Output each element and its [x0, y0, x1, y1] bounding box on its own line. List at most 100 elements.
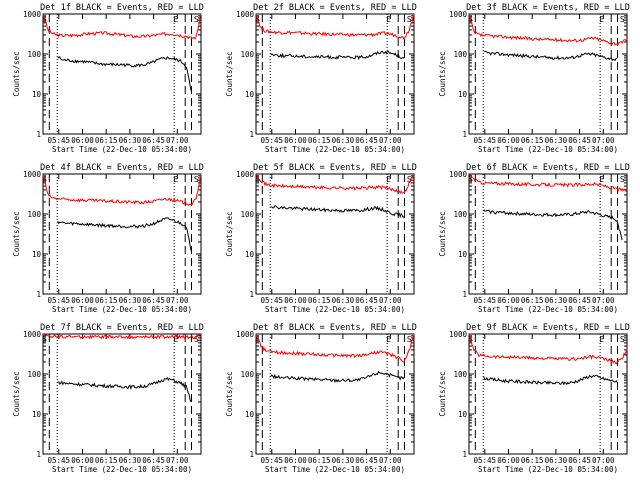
- x-tick-label: 05:45: [48, 456, 71, 465]
- segment-marker-e: E: [599, 175, 604, 184]
- x-tick-label: 06:00: [497, 296, 520, 305]
- y-axis-label: Counts/sec: [225, 211, 234, 256]
- lld-rate-trace: [42, 333, 202, 340]
- plot-frame: [42, 333, 202, 455]
- x-tick-label: 06:30: [332, 136, 355, 145]
- panel-title: Det 8f BLACK = Events, RED = LLD: [253, 323, 417, 333]
- x-tick-label: 06:30: [545, 136, 568, 145]
- x-tick-label: 06:30: [332, 456, 355, 465]
- x-tick-label: 06:45: [568, 456, 591, 465]
- x-tick-label: 06:45: [355, 296, 378, 305]
- x-tick-label: 06:30: [119, 296, 142, 305]
- panel-title: Det 9f BLACK = Events, RED = LLD: [466, 323, 630, 333]
- y-tick-label: 1: [462, 290, 467, 299]
- detector-panel-4: Det 4f BLACK = Events, RED = LLD 1 10 100 10…: [12, 163, 204, 314]
- panel-title: Det 2f BLACK = Events, RED = LLD: [253, 3, 417, 13]
- x-tick-label: 07:00: [166, 136, 189, 145]
- y-tick-label: 1: [36, 290, 41, 299]
- x-tick-label: 06:45: [142, 296, 165, 305]
- plot-frame: [468, 173, 628, 295]
- detector-panel-2: Det 2f BLACK = Events, RED = LLD 1 10 100 10…: [225, 3, 417, 154]
- x-tick-label: 06:30: [119, 136, 142, 145]
- y-tick-label: 100: [453, 50, 467, 59]
- panel-title: Det 6f BLACK = Events, RED = LLD: [466, 163, 630, 173]
- segment-marker-s: S: [407, 335, 412, 344]
- segment-marker-e: E: [599, 335, 604, 344]
- y-tick-label: 100: [27, 370, 41, 379]
- x-tick-label: 07:00: [379, 456, 402, 465]
- x-tick-label: 06:00: [284, 296, 307, 305]
- x-tick-label: 06:45: [355, 136, 378, 145]
- x-tick-label: 05:45: [261, 296, 284, 305]
- y-tick-label: 1000: [236, 170, 255, 179]
- y-tick-label: 10: [458, 410, 468, 419]
- segment-marker-e: E: [386, 175, 391, 184]
- detector-panel-7: Det 7f BLACK = Events, RED = LLD 1 10 100 10…: [12, 323, 204, 474]
- event-rate-trace: [483, 209, 623, 241]
- segment-marker-s: S: [255, 175, 260, 184]
- segment-marker-s: S: [42, 335, 47, 344]
- y-tick-label: 100: [240, 210, 254, 219]
- x-tick-label: 06:00: [284, 456, 307, 465]
- panel-title: Det 3f BLACK = Events, RED = LLD: [466, 3, 630, 13]
- y-tick-label: 10: [245, 250, 255, 259]
- segment-marker-s: S: [407, 15, 412, 24]
- x-axis-label: Start Time (22-Dec-10 05:34:00): [265, 145, 405, 154]
- x-tick-label: 07:00: [592, 136, 615, 145]
- segment-marker-e: E: [173, 175, 178, 184]
- x-tick-label: 06:45: [568, 136, 591, 145]
- x-tick-label: 06:15: [308, 136, 331, 145]
- lld-rate-trace: [468, 333, 628, 365]
- y-tick-label: 10: [458, 250, 468, 259]
- x-axis-label: Start Time (22-Dec-10 05:34:00): [478, 465, 618, 474]
- x-tick-label: 06:00: [71, 136, 94, 145]
- x-tick-label: 06:30: [545, 296, 568, 305]
- y-tick-label: 1: [249, 450, 254, 459]
- y-tick-label: 10: [32, 90, 42, 99]
- x-tick-label: 06:45: [355, 456, 378, 465]
- y-tick-label: 100: [453, 370, 467, 379]
- y-axis-label: Counts/sec: [438, 51, 447, 96]
- x-tick-label: 06:15: [95, 296, 118, 305]
- y-tick-label: 1: [249, 130, 254, 139]
- x-tick-label: 06:15: [521, 296, 544, 305]
- y-tick-label: 10: [32, 410, 42, 419]
- lld-rate-trace: [255, 13, 415, 41]
- y-tick-label: 1000: [236, 10, 255, 19]
- event-rate-trace: [270, 50, 405, 61]
- x-tick-label: 05:45: [261, 456, 284, 465]
- detector-panel-6: Det 6f BLACK = Events, RED = LLD 1 10 100 10…: [438, 163, 630, 314]
- x-tick-label: 06:00: [71, 456, 94, 465]
- x-tick-label: 06:00: [71, 296, 94, 305]
- panel-title: Det 1f BLACK = Events, RED = LLD: [40, 3, 204, 13]
- y-axis-label: Counts/sec: [438, 211, 447, 256]
- detector-panel-5: Det 5f BLACK = Events, RED = LLD 1 10 100 10…: [225, 163, 417, 314]
- x-tick-label: 06:00: [497, 456, 520, 465]
- plot-frame: [42, 173, 202, 295]
- lld-rate-trace: [255, 333, 415, 363]
- event-rate-trace: [270, 205, 405, 219]
- segment-marker-s: S: [194, 335, 199, 344]
- x-tick-label: 06:45: [142, 136, 165, 145]
- x-tick-label: 06:15: [95, 136, 118, 145]
- x-tick-label: 07:00: [166, 456, 189, 465]
- y-tick-label: 100: [240, 50, 254, 59]
- segment-marker-s: S: [407, 175, 412, 184]
- plot-frame: [42, 13, 202, 135]
- y-tick-label: 100: [240, 370, 254, 379]
- event-rate-trace: [57, 376, 192, 403]
- panel-title: Det 4f BLACK = Events, RED = LLD: [40, 163, 204, 173]
- segment-marker-e: E: [386, 335, 391, 344]
- x-axis-label: Start Time (22-Dec-10 05:34:00): [265, 305, 405, 314]
- y-tick-label: 1000: [449, 10, 468, 19]
- segment-marker-s: S: [620, 15, 625, 24]
- lld-rate-trace: [468, 173, 628, 193]
- x-tick-label: 06:15: [521, 136, 544, 145]
- y-tick-label: 1: [36, 450, 41, 459]
- x-axis-label: Start Time (22-Dec-10 05:34:00): [478, 305, 618, 314]
- y-axis-label: Counts/sec: [12, 211, 21, 256]
- y-axis-label: Counts/sec: [12, 371, 21, 416]
- y-axis-label: Counts/sec: [225, 371, 234, 416]
- x-tick-label: 05:45: [474, 296, 497, 305]
- x-axis-label: Start Time (22-Dec-10 05:34:00): [52, 145, 192, 154]
